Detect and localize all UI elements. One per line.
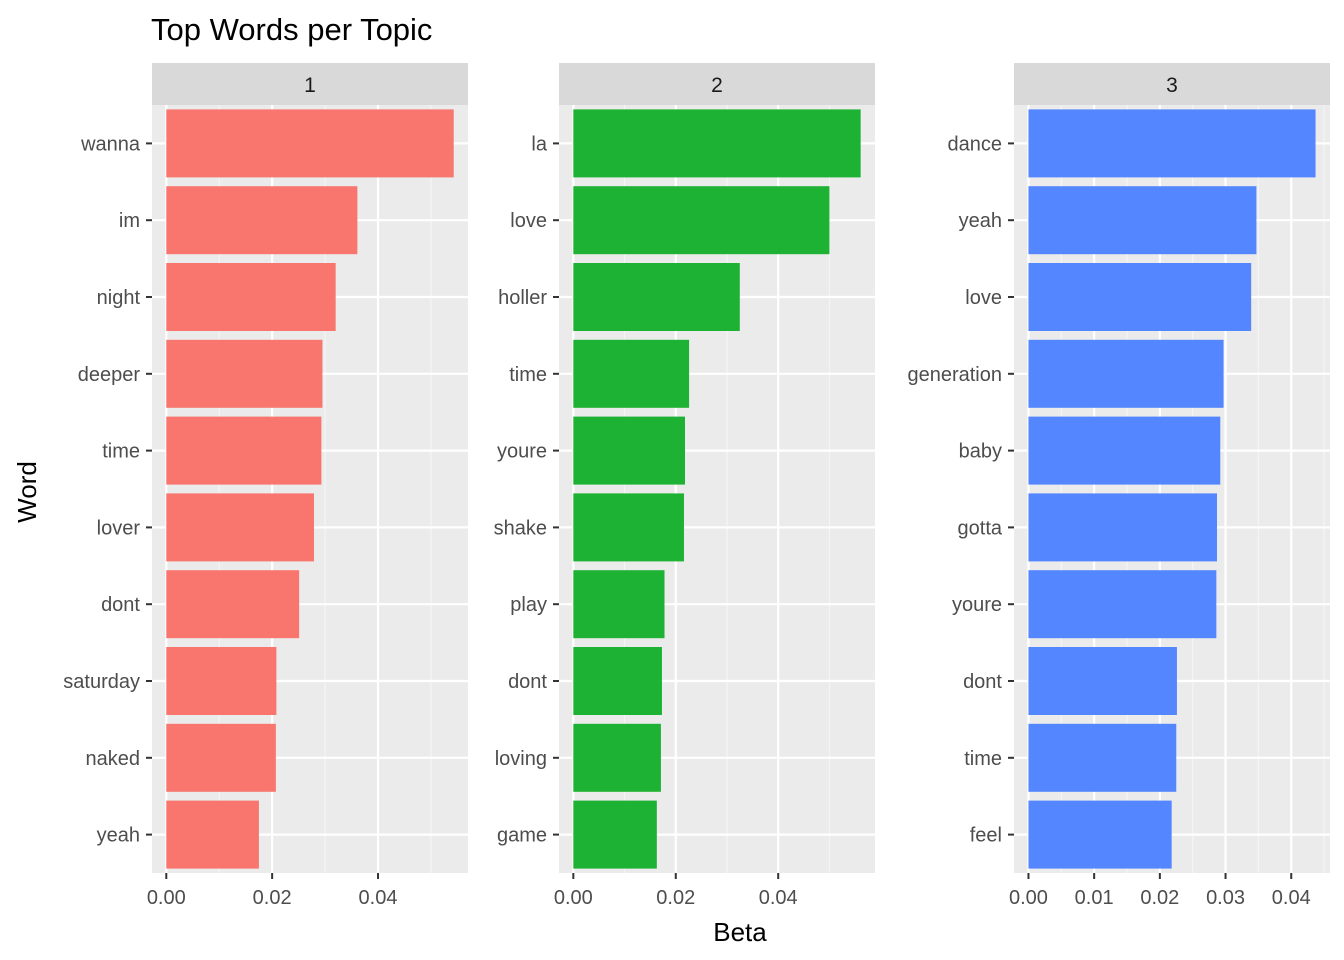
y-tick-label: love: [510, 210, 547, 232]
bar-dont: [166, 570, 300, 639]
bar-generation: [1028, 339, 1224, 408]
bar-saturday: [166, 647, 277, 715]
x-tick-label: 0.02: [253, 887, 292, 909]
x-tick-label: 0.00: [1009, 887, 1048, 909]
x-tick-label: 0.01: [1075, 887, 1114, 909]
y-tick-label: lover: [97, 517, 141, 539]
y-tick-label: gotta: [958, 517, 1003, 539]
facet-panel-1: 1 wanna im night deeper time lover dont saturday…: [63, 63, 468, 909]
bar-game: [573, 800, 657, 869]
bar-dont: [1028, 647, 1177, 715]
x-tick-label: 0.02: [1140, 887, 1179, 909]
bar-dont: [573, 647, 662, 715]
bar-yeah: [1028, 186, 1257, 255]
y-tick-label: youre: [497, 441, 547, 463]
bar-dance: [1028, 109, 1316, 178]
y-tick-label: naked: [86, 748, 141, 770]
y-tick-label: yeah: [97, 825, 140, 847]
bar-shake: [573, 493, 684, 562]
bar-la: [573, 109, 861, 178]
bar-youre: [1028, 570, 1217, 639]
bar-youre: [573, 416, 685, 485]
y-tick-label: game: [497, 825, 547, 847]
y-tick-label: dont: [963, 671, 1002, 693]
y-tick-label: generation: [907, 364, 1002, 386]
y-tick-label: night: [97, 287, 141, 309]
facet-strip: [152, 63, 468, 105]
bar-wanna: [166, 109, 454, 178]
facet-strip: [559, 63, 875, 105]
y-tick-label: youre: [952, 594, 1002, 616]
bar-night: [166, 263, 336, 331]
bar-gotta: [1028, 493, 1218, 562]
bar-deeper: [166, 339, 323, 408]
facet-strip: [1014, 63, 1330, 105]
facet-panel-3: 3 dance yeah love generation baby gotta youre do…: [907, 63, 1330, 909]
facet-strip-label: 3: [1166, 74, 1178, 97]
x-tick-label: 0.04: [359, 887, 398, 909]
bar-im: [166, 186, 358, 255]
bar-naked: [166, 723, 276, 792]
facet-panel-2: 2 la love holler time youre shake play dont lovin…: [494, 63, 875, 909]
x-tick-label: 0.00: [147, 887, 186, 909]
y-tick-label: holler: [498, 287, 547, 309]
y-tick-label: wanna: [80, 133, 141, 155]
y-tick-label: deeper: [78, 364, 141, 386]
bar-yeah: [166, 800, 259, 869]
y-tick-label: saturday: [63, 671, 140, 693]
y-axis-title: Word: [12, 461, 42, 523]
bar-time: [1028, 723, 1177, 792]
y-tick-label: time: [102, 441, 140, 463]
bar-time: [573, 339, 690, 408]
y-tick-label: shake: [494, 517, 547, 539]
bar-holler: [573, 263, 740, 331]
bar-love: [573, 186, 830, 255]
bar-loving: [573, 723, 661, 792]
x-tick-label: 0.00: [554, 887, 593, 909]
y-tick-label: feel: [970, 825, 1002, 847]
y-tick-label: dont: [101, 594, 140, 616]
y-tick-label: dont: [508, 671, 547, 693]
x-tick-label: 0.02: [656, 887, 695, 909]
bar-play: [573, 570, 665, 639]
chart-title: Top Words per Topic: [151, 12, 432, 47]
x-tick-label: 0.04: [759, 887, 798, 909]
y-tick-label: yeah: [959, 210, 1002, 232]
y-tick-label: im: [119, 210, 140, 232]
x-tick-label: 0.03: [1206, 887, 1245, 909]
x-axis-title: Beta: [713, 917, 767, 947]
y-tick-label: time: [964, 748, 1002, 770]
facet-strip-label: 1: [304, 74, 316, 97]
bar-lover: [166, 493, 314, 562]
y-tick-label: love: [965, 287, 1002, 309]
bar-love: [1028, 263, 1252, 331]
y-tick-label: play: [510, 594, 547, 616]
facet-panels: 1 wanna im night deeper time lover dont saturday…: [63, 63, 1330, 909]
bar-baby: [1028, 416, 1221, 485]
facet-strip-label: 2: [711, 74, 723, 97]
y-tick-label: loving: [495, 748, 547, 770]
y-tick-label: baby: [959, 441, 1002, 463]
y-tick-label: time: [509, 364, 547, 386]
y-tick-label: la: [531, 133, 547, 155]
y-tick-label: dance: [948, 133, 1003, 155]
x-tick-label: 0.04: [1272, 887, 1311, 909]
bar-time: [166, 416, 322, 485]
bar-feel: [1028, 800, 1172, 869]
